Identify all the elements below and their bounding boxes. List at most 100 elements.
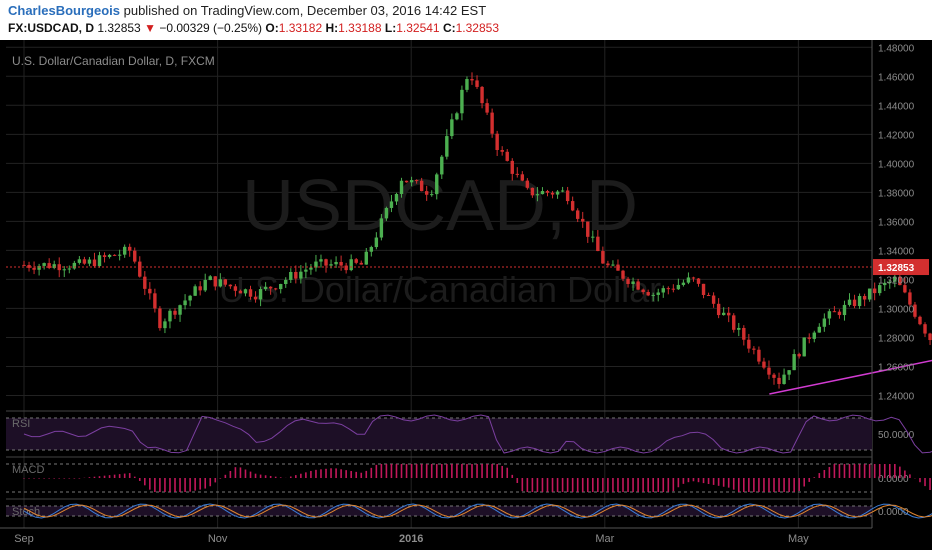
macd-bar <box>668 478 670 492</box>
candle-body <box>73 263 76 269</box>
candle-body <box>455 113 458 119</box>
macd-bar <box>199 478 201 490</box>
macd-bar <box>365 471 367 478</box>
macd-bar <box>919 478 921 482</box>
candle-body <box>420 181 423 191</box>
macd-bar <box>401 464 403 478</box>
candle-body <box>657 292 660 294</box>
candle-body <box>521 174 524 180</box>
macd-bar <box>723 478 725 487</box>
macd-bar <box>104 476 106 478</box>
macd-bar <box>436 464 438 478</box>
macd-bar <box>94 477 96 478</box>
macd-bar <box>129 473 131 478</box>
macd-bar <box>149 478 151 490</box>
candle-body <box>143 277 146 289</box>
macd-bar <box>270 476 272 478</box>
candle-body <box>727 313 730 316</box>
y-tick-label: 1.40000 <box>878 159 915 170</box>
macd-bar <box>124 474 126 478</box>
macd-bar <box>537 478 539 492</box>
candle-body <box>249 289 252 296</box>
published-text: published on TradingView.com, December 0… <box>124 3 487 18</box>
macd-bar <box>290 477 292 478</box>
candle-body <box>662 288 665 292</box>
candle-body <box>244 289 247 293</box>
candle-body <box>188 296 191 301</box>
macd-bar <box>511 475 513 478</box>
macd-bar <box>240 467 242 478</box>
x-tick-label: Mar <box>595 533 614 545</box>
macd-bar <box>360 473 362 478</box>
macd-bar <box>798 478 800 491</box>
macd-bar <box>748 478 750 492</box>
macd-bar <box>471 464 473 478</box>
candle-body <box>113 255 116 256</box>
macd-bar <box>340 469 342 478</box>
candle-body <box>480 87 483 103</box>
candle-body <box>601 251 604 263</box>
macd-bar <box>929 478 931 490</box>
author-link[interactable]: CharlesBourgeois <box>8 3 120 18</box>
candle-body <box>440 157 443 175</box>
candle-body <box>299 272 302 279</box>
macd-bar <box>69 478 71 479</box>
candle-body <box>204 280 207 290</box>
last-price-label: 1.32853 <box>878 263 915 274</box>
macd-bar <box>496 464 498 478</box>
candle-body <box>309 268 312 270</box>
macd-bar <box>411 464 413 478</box>
last-price: 1.32853 <box>97 21 140 35</box>
macd-bar <box>547 478 549 492</box>
macd-bar <box>879 464 881 478</box>
candle-body <box>32 268 35 270</box>
macd-bar <box>194 478 196 491</box>
candle-body <box>828 311 831 318</box>
macd-bar <box>632 478 634 492</box>
macd-bar <box>637 478 639 492</box>
candle-body <box>400 181 403 194</box>
macd-bar <box>718 478 720 486</box>
macd-bar <box>884 464 886 478</box>
candle-body <box>772 375 775 378</box>
watermark-description: U.S. Dollar/Canadian Dollar <box>219 269 661 310</box>
macd-bar <box>587 478 589 492</box>
candle-body <box>687 277 690 282</box>
chart-area[interactable]: USDCAD, D U.S. Dollar/Canadian Dollar U.… <box>0 40 932 550</box>
macd-bar <box>28 478 30 479</box>
candle-body <box>490 113 493 134</box>
candle-body <box>178 305 181 315</box>
macd-bar <box>23 478 25 479</box>
candle-body <box>732 315 735 329</box>
macd-bar <box>144 478 146 485</box>
macd-bar <box>829 467 831 478</box>
candle-body <box>475 80 478 87</box>
candle-body <box>98 255 101 266</box>
macd-bar <box>708 478 710 484</box>
candle-body <box>385 208 388 218</box>
macd-bar <box>53 478 55 479</box>
macd-bar <box>305 472 307 478</box>
candle-body <box>712 296 715 304</box>
macd-bar <box>48 478 50 479</box>
macd-bar <box>824 470 826 478</box>
publish-line: CharlesBourgeois published on TradingVie… <box>8 3 486 18</box>
candle-body <box>430 194 433 195</box>
macd-bar <box>698 478 700 482</box>
macd-bar <box>924 478 926 486</box>
candle-body <box>495 134 498 150</box>
macd-bar <box>491 464 493 478</box>
macd-bar <box>773 478 775 492</box>
macd-bar <box>169 478 171 492</box>
candle-body <box>586 222 589 237</box>
candle-body <box>163 321 166 328</box>
candle-body <box>209 276 212 280</box>
macd-bar <box>481 464 483 478</box>
candle-body <box>576 210 579 218</box>
candle-body <box>551 193 554 195</box>
macd-bar <box>532 478 534 492</box>
low-value: 1.32541 <box>396 21 439 35</box>
candle-body <box>722 313 725 315</box>
candle-body <box>42 263 45 266</box>
chart-svg[interactable]: USDCAD, D U.S. Dollar/Canadian Dollar U.… <box>0 40 932 550</box>
